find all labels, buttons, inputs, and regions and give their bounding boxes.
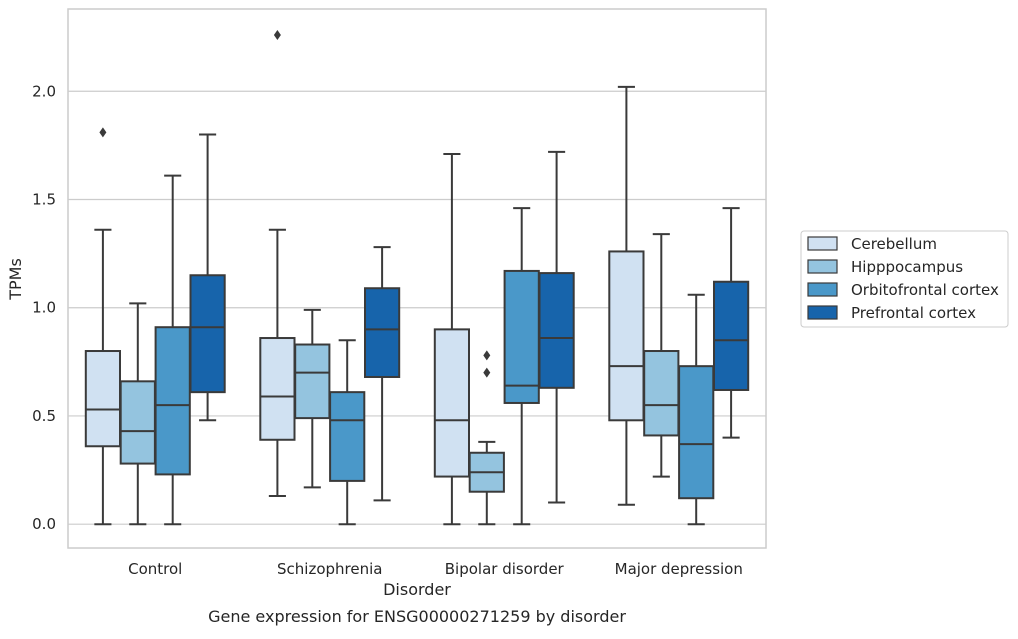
box-group — [189, 133, 226, 422]
x-tick-label: Schizophrenia — [277, 560, 382, 578]
y-tick-label: 1.5 — [32, 190, 56, 208]
box — [538, 272, 575, 389]
box-group — [468, 350, 505, 526]
outlier-point — [483, 367, 491, 378]
y-tick-label: 0.0 — [32, 515, 56, 533]
legend-frame — [800, 230, 1009, 328]
box — [119, 380, 156, 465]
box — [608, 250, 645, 422]
box — [712, 280, 750, 391]
box-group — [538, 150, 575, 504]
box-group — [678, 293, 715, 526]
box — [363, 287, 401, 378]
box — [503, 269, 540, 404]
y-tick-label: 1.0 — [32, 299, 56, 317]
legend-label: Hipppocampus — [851, 258, 963, 276]
x-axis-title: Disorder — [383, 580, 451, 599]
box-group — [84, 127, 122, 526]
box-group — [154, 174, 191, 526]
outlier-point — [273, 29, 281, 40]
box-group — [363, 246, 401, 502]
box — [643, 350, 680, 437]
y-tick-labels: 0.0 0.5 1.0 1.5 2.0 — [32, 82, 56, 533]
box-group — [712, 207, 750, 439]
y-tick-label: 2.0 — [32, 82, 56, 100]
box-group — [503, 207, 540, 526]
outlier-point — [99, 127, 107, 138]
y-tick-label: 0.5 — [32, 407, 56, 425]
box — [294, 343, 331, 420]
x-tick-labels: Control Schizophrenia Bipolar disorder Majo… — [128, 560, 743, 578]
box-group — [329, 339, 366, 526]
box-group — [259, 29, 296, 498]
legend-label: Orbitofrontal cortex — [851, 281, 999, 299]
outlier-point — [483, 350, 491, 361]
y-axis-title: TPMs — [6, 258, 25, 301]
legend-swatch — [807, 259, 838, 274]
boxes — [84, 29, 750, 526]
legend-swatch — [807, 236, 838, 251]
box — [678, 365, 715, 500]
legend-swatch — [807, 282, 838, 297]
box — [433, 328, 471, 478]
box-group — [643, 233, 680, 478]
plot-frame — [67, 8, 767, 549]
box — [259, 337, 296, 441]
legend-label: Prefrontal cortex — [851, 304, 976, 322]
box-group — [433, 153, 471, 526]
x-tick-label: Bipolar disorder — [445, 560, 565, 578]
box — [154, 326, 191, 476]
box — [329, 391, 366, 482]
box — [189, 274, 226, 394]
x-tick-label: Control — [128, 560, 182, 578]
box-group — [294, 308, 331, 489]
box — [84, 350, 122, 448]
chart-caption: Gene expression for ENSG00000271259 by d… — [208, 607, 626, 626]
x-tick-label: Major depression — [615, 560, 743, 578]
legend-label: Cerebellum — [851, 235, 937, 253]
box-group — [119, 302, 156, 526]
box-group — [608, 85, 645, 506]
legend-swatch — [807, 305, 838, 320]
legend: Cerebellum Hipppocampus Orbitofrontal cort… — [800, 230, 1009, 328]
